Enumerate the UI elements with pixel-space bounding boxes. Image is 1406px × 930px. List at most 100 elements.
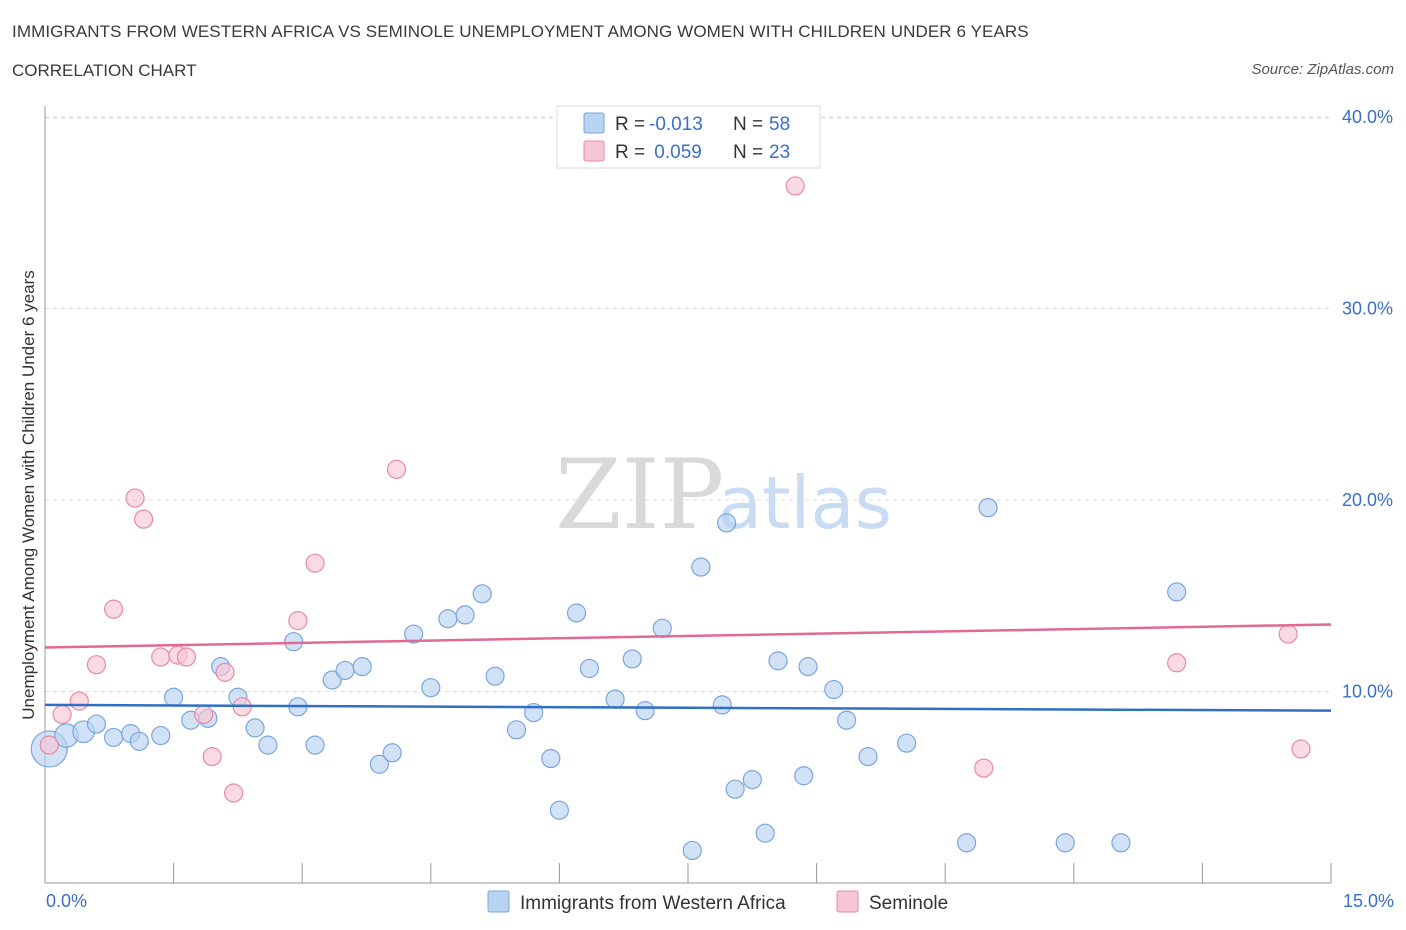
data-point [103,599,124,619]
data-point [438,609,458,629]
x-axis-ticks [173,863,1332,883]
data-point [858,747,878,767]
data-point [86,714,107,734]
legend-swatch-blue [583,112,605,134]
data-point [579,658,600,679]
legend-n-value-blue: 58 [769,114,790,135]
data-point [824,679,844,700]
data-point [635,701,655,721]
data-point [39,735,59,755]
data-point [768,651,788,671]
data-point [506,720,527,740]
data-point [164,687,184,707]
data-point [605,689,625,709]
data-point [837,710,857,730]
legend-swatch-pink [583,140,605,162]
legend-r-value-pink: 0.059 [649,142,702,163]
data-point [1278,624,1298,644]
watermark-zip: ZIP [555,439,724,551]
data-point [794,766,814,786]
y-tick-label: 40.0% [1342,107,1393,127]
data-point [69,691,89,711]
data-point [352,657,372,677]
watermark-atlas: atlas [718,461,892,545]
data-point [785,176,805,196]
data-point [978,498,998,518]
data-point [382,743,402,763]
data-point [712,695,732,715]
data-point [103,727,124,748]
data-point [716,513,737,533]
data-point [86,655,107,675]
legend-n-label-pink: N = [733,142,763,163]
data-point [622,649,642,669]
data-point [549,800,570,820]
data-point [652,618,672,638]
data-point [125,488,145,508]
data-point [1291,739,1311,759]
data-point [52,704,72,725]
data-point [335,660,355,681]
trend-line-seminole [44,623,1332,649]
legend-r-label-pink: R = [615,142,645,163]
bottom-legend-swatch-pink [836,890,859,913]
chart-title: IMMIGRANTS FROM WESTERN AFRICA VS SEMINO… [12,22,1029,41]
data-point [133,509,154,529]
data-point [472,584,492,604]
data-point [151,647,171,667]
data-point [305,735,325,755]
bottom-legend-swatch-blue [487,890,510,913]
data-point [755,823,775,843]
trend-lines [44,623,1332,712]
data-point [725,779,745,799]
data-point [691,557,711,577]
series-immigrants-points [30,498,1187,861]
data-point [455,605,475,625]
bottom-legend-label-blue: Immigrants from Western Africa [520,893,786,914]
trend-line-immigrants [44,703,1332,712]
grid-lines [45,116,1331,692]
data-point [129,731,149,751]
data-point [541,748,561,769]
data-point [369,754,389,774]
legend-r-value-blue: -0.013 [649,114,703,135]
data-point [485,666,505,686]
y-tick-labels: 10.0% 20.0% 30.0% 40.0% [1342,107,1393,702]
data-point [682,840,702,861]
y-tick-label: 20.0% [1342,490,1393,510]
x-tick-label-min: 0.0% [46,891,87,911]
legend-r-label-blue: R = [615,114,645,135]
data-point [974,758,994,778]
series-legend: Immigrants from Western Africa Seminole [487,890,948,914]
data-point [224,783,244,803]
data-point [202,747,222,767]
data-point [305,553,325,573]
data-point [245,718,265,738]
data-point [1167,653,1187,673]
stats-legend: R = -0.013 N = 58 R = 0.059 N = 23 [556,105,821,169]
data-point [421,678,441,698]
series-seminole-points [39,176,1311,803]
legend-n-label-blue: N = [733,114,763,135]
data-point [1111,833,1131,853]
x-tick-label-max: 15.0% [1343,891,1394,911]
data-point [322,670,342,690]
data-point [897,733,917,753]
data-point [288,611,308,631]
data-point [215,662,235,682]
data-point [566,603,587,623]
data-point [258,735,278,755]
y-tick-label: 30.0% [1342,299,1393,319]
data-point [957,833,977,853]
data-point [176,647,197,667]
data-point [798,657,818,677]
data-point [151,725,171,746]
data-point [1167,582,1187,602]
data-point [1055,833,1075,853]
data-point [386,459,407,479]
bottom-legend-label-pink: Seminole [869,893,948,914]
chart-subtitle: CORRELATION CHART [12,61,197,80]
y-axis-label: Unemployment Among Women with Children U… [19,270,38,719]
data-point [404,624,424,644]
